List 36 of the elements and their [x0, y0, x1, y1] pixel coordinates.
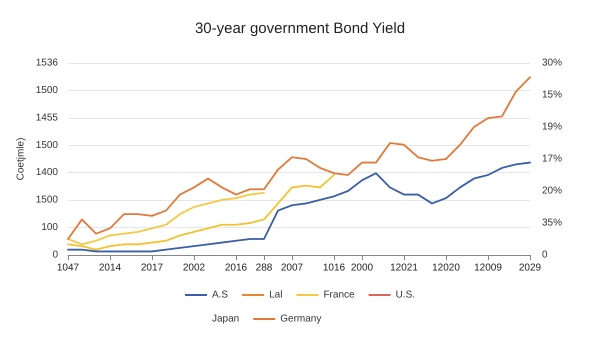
text: 0: [52, 250, 58, 260]
text: 15%: [542, 90, 562, 100]
text: 0: [542, 250, 548, 260]
text: 35%: [542, 218, 562, 228]
text: 1500: [36, 194, 58, 206]
x-tick-label: 2000: [350, 262, 374, 274]
x-tick-label: 1047: [56, 262, 80, 274]
x-tick-label: 2002: [182, 262, 206, 274]
legend-label: France: [323, 290, 356, 300]
x-tick-label: 1016: [322, 262, 346, 274]
x-tick-label: 12021: [390, 262, 418, 274]
text: Japan: [212, 314, 240, 324]
text: 1400: [36, 167, 58, 178]
text: 17%: [542, 154, 562, 164]
y-axis-title: Coetjmle): [16, 138, 26, 180]
x-tick-label: 2014: [98, 262, 122, 274]
text: 1455: [36, 112, 58, 124]
text: 1536: [36, 58, 58, 68]
text: 1500: [36, 140, 58, 151]
text: 19%: [542, 122, 562, 132]
x-tick-label: 2029: [518, 262, 542, 274]
text: 30%: [542, 58, 562, 68]
chart-title: 30-year government Bond Yield: [194, 20, 406, 37]
x-tick-label: 12020: [432, 262, 460, 274]
text: 1500: [36, 84, 58, 96]
x-tick-label: 288: [256, 262, 273, 274]
legend-label: U.S.: [396, 290, 416, 300]
x-tick-label: 2016: [224, 262, 248, 274]
text: 20%: [542, 186, 562, 196]
x-tick-label: 2017: [140, 262, 164, 274]
legend-label: A.S: [212, 290, 228, 300]
legend-label: Lal: [269, 290, 282, 300]
x-tick-label: 2007: [280, 262, 304, 274]
text: 100: [41, 222, 58, 234]
x-tick-label: 12009: [474, 262, 502, 274]
legend-label: Germany: [280, 314, 322, 324]
